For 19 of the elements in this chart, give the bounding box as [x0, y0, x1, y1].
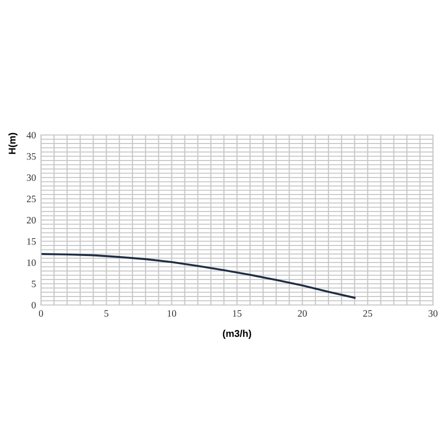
x-tick-label: 15: [232, 310, 242, 317]
y-axis-title: H(m): [8, 132, 18, 154]
y-tick-label: 5: [32, 280, 36, 288]
x-tick-label: 5: [104, 310, 108, 317]
y-tick-label: 35: [26, 153, 36, 160]
y-tick-label: 15: [27, 238, 36, 245]
x-tick-label: 10: [168, 310, 176, 317]
y-tick-label: 40: [26, 132, 36, 138]
x-tick-label: 25: [363, 310, 372, 317]
y-tick-label: 30: [26, 174, 36, 181]
line-series: [41, 253, 356, 299]
x-tick-label: 0: [38, 310, 44, 317]
x-tick-label: 30: [428, 310, 438, 317]
x-tick-label: 20: [298, 310, 307, 317]
x-axis-title: (m3/h): [222, 330, 252, 339]
y-tick-label: 0: [32, 302, 36, 308]
y-tick-label: 20: [26, 216, 36, 224]
y-tick-label: 10: [27, 259, 36, 266]
y-tick-label: 25: [26, 196, 36, 202]
